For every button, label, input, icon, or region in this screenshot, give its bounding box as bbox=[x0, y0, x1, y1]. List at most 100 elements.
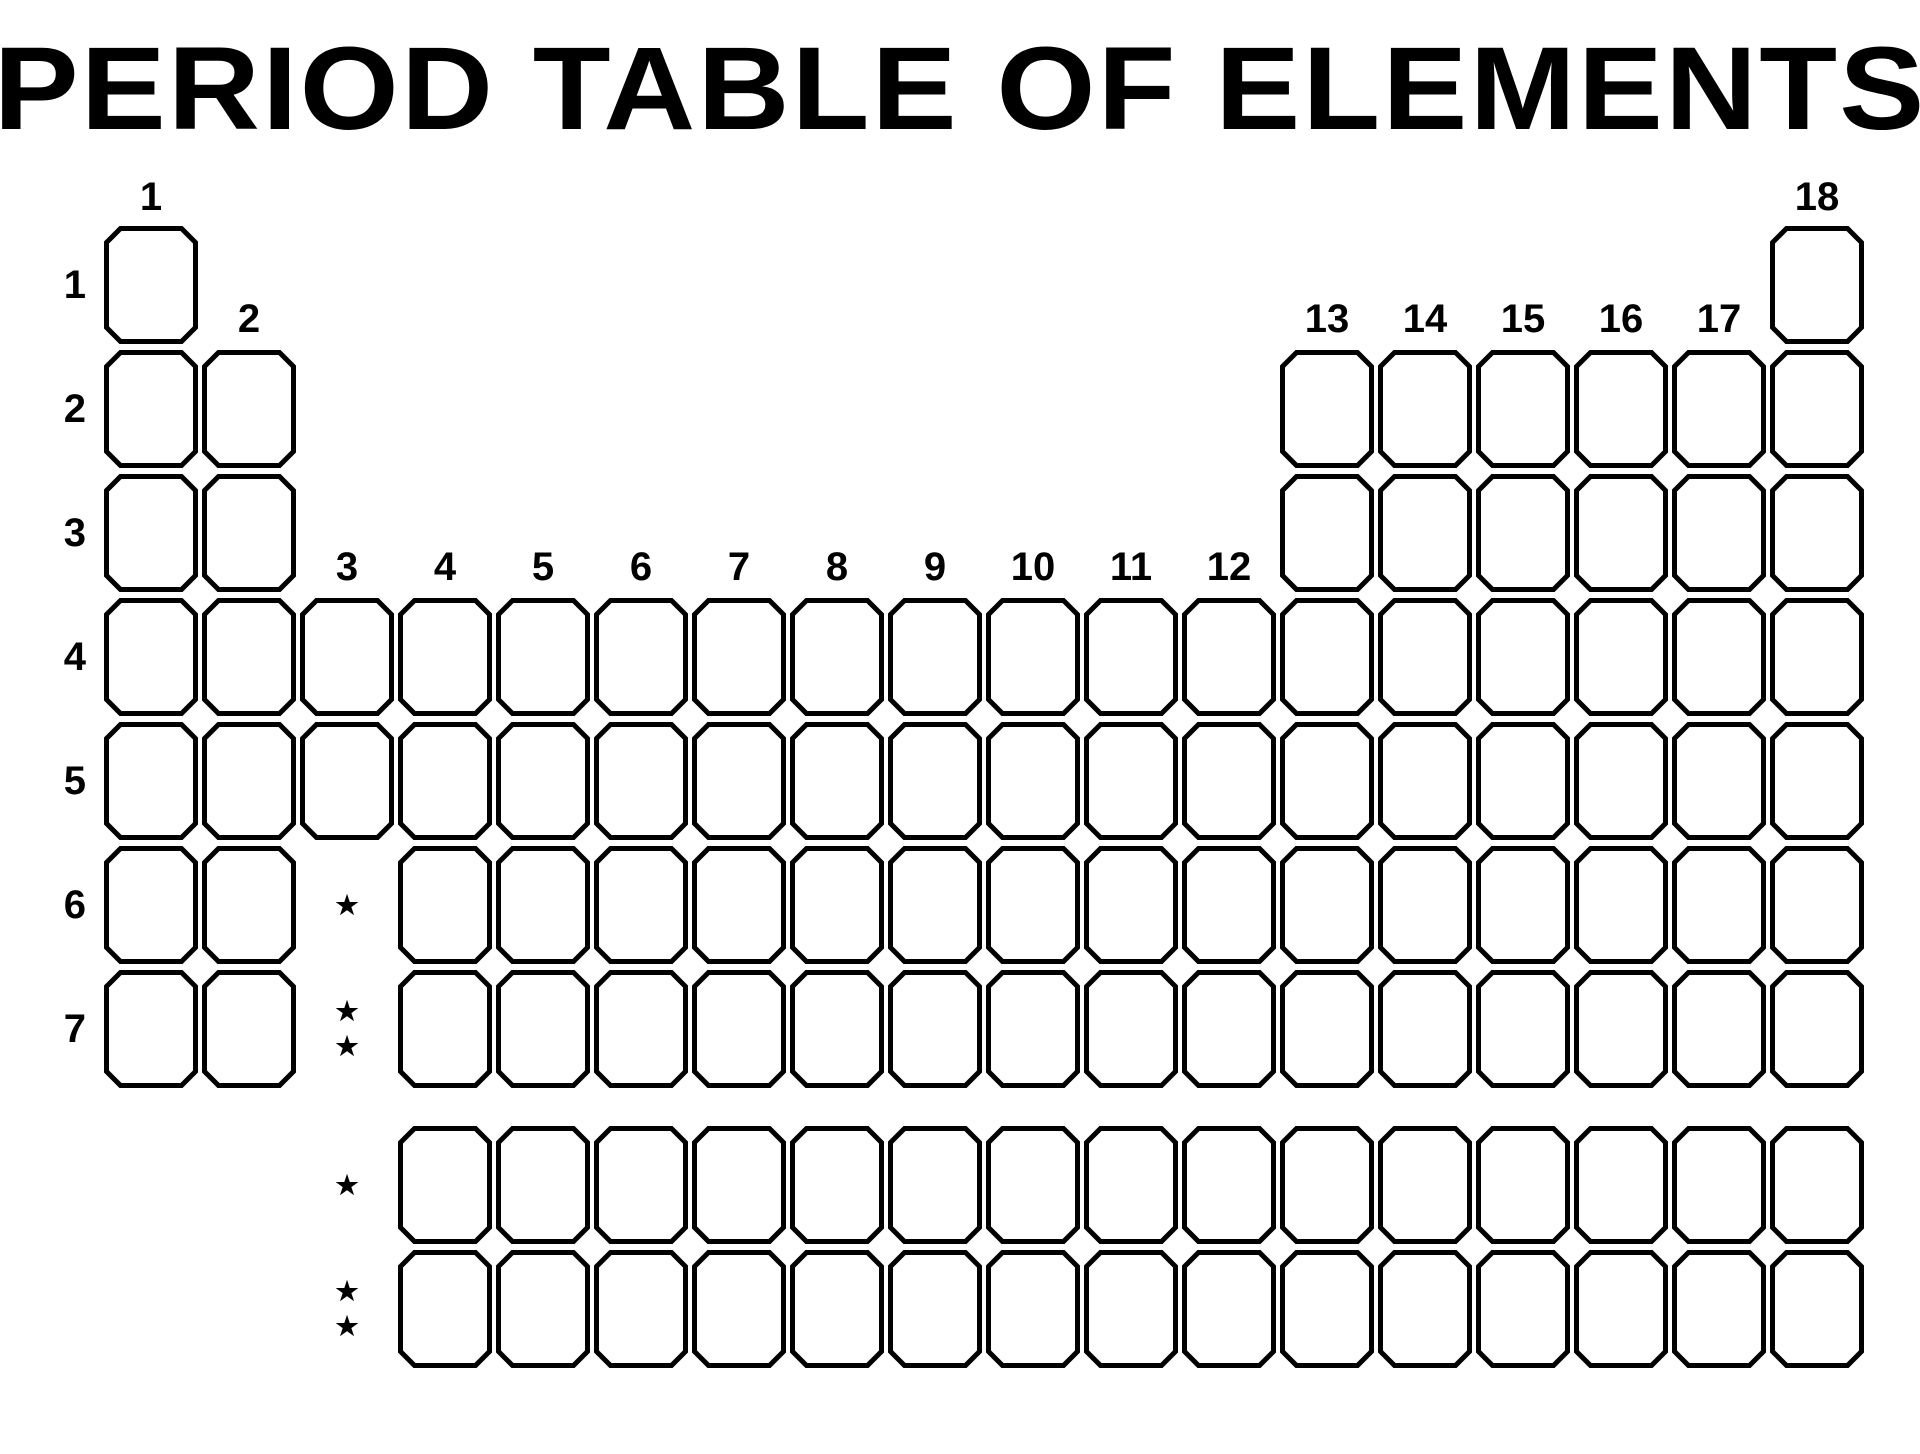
fblock-element-cell bbox=[594, 1250, 688, 1368]
element-cell bbox=[594, 970, 688, 1088]
star-marker: ★ bbox=[300, 846, 394, 964]
element-cell bbox=[202, 970, 296, 1088]
element-cell bbox=[202, 350, 296, 468]
fblock-element-cell bbox=[1378, 1126, 1472, 1244]
element-cell bbox=[496, 598, 590, 716]
fblock-element-cell bbox=[594, 1126, 688, 1244]
fblock-element-cell bbox=[888, 1250, 982, 1368]
fblock-element-cell bbox=[398, 1126, 492, 1244]
fblock-element-cell bbox=[1574, 1126, 1668, 1244]
group-label-7: 7 bbox=[692, 474, 786, 592]
element-cell bbox=[1770, 226, 1864, 344]
fblock-element-cell bbox=[692, 1126, 786, 1244]
period-label-5: 5 bbox=[50, 722, 100, 840]
periodic-table-page: PERIOD TABLE OF ELEMENTS 123456712345678… bbox=[0, 0, 1920, 1454]
period-label-1: 1 bbox=[50, 226, 100, 344]
fblock-element-cell bbox=[1672, 1250, 1766, 1368]
group-label-12: 12 bbox=[1182, 474, 1276, 592]
element-cell bbox=[1770, 970, 1864, 1088]
periodic-table-main: 1234567123456789101112131415161718★★★ bbox=[50, 172, 1870, 1088]
element-cell bbox=[1476, 474, 1570, 592]
element-cell bbox=[1084, 722, 1178, 840]
fblock-element-cell bbox=[1672, 1126, 1766, 1244]
element-cell bbox=[986, 598, 1080, 716]
fblock-element-cell bbox=[398, 1250, 492, 1368]
element-cell bbox=[1574, 474, 1668, 592]
fblock-element-cell bbox=[1084, 1126, 1178, 1244]
element-cell bbox=[1280, 474, 1374, 592]
element-cell bbox=[692, 598, 786, 716]
fblock-element-cell bbox=[1182, 1250, 1276, 1368]
element-cell bbox=[1574, 598, 1668, 716]
element-cell bbox=[1770, 350, 1864, 468]
element-cell bbox=[1770, 722, 1864, 840]
group-label-10: 10 bbox=[986, 474, 1080, 592]
element-cell bbox=[1770, 598, 1864, 716]
group-label-8: 8 bbox=[790, 474, 884, 592]
fblock-element-cell bbox=[1770, 1250, 1864, 1368]
period-label-7: 7 bbox=[50, 970, 100, 1088]
element-cell bbox=[888, 722, 982, 840]
element-cell bbox=[790, 598, 884, 716]
element-cell bbox=[1378, 350, 1472, 468]
element-cell bbox=[1574, 722, 1668, 840]
element-cell bbox=[986, 970, 1080, 1088]
element-cell bbox=[1476, 598, 1570, 716]
group-label-5: 5 bbox=[496, 474, 590, 592]
fblock-element-cell bbox=[986, 1250, 1080, 1368]
element-cell bbox=[986, 846, 1080, 964]
element-cell bbox=[1476, 846, 1570, 964]
fblock-element-cell bbox=[1084, 1250, 1178, 1368]
period-label-2: 2 bbox=[50, 350, 100, 468]
fblock-element-cell bbox=[496, 1250, 590, 1368]
fblock-element-cell bbox=[1476, 1126, 1570, 1244]
element-cell bbox=[594, 846, 688, 964]
page-title: PERIOD TABLE OF ELEMENTS bbox=[0, 30, 1920, 148]
element-cell bbox=[888, 846, 982, 964]
element-cell bbox=[104, 722, 198, 840]
fblock-element-cell bbox=[790, 1250, 884, 1368]
element-cell bbox=[398, 970, 492, 1088]
element-cell bbox=[790, 970, 884, 1088]
element-cell bbox=[790, 722, 884, 840]
element-cell bbox=[1672, 846, 1766, 964]
element-cell bbox=[202, 846, 296, 964]
fblock-element-cell bbox=[1476, 1250, 1570, 1368]
element-cell bbox=[888, 970, 982, 1088]
element-cell bbox=[1378, 970, 1472, 1088]
fblock-star-marker: ★★ bbox=[300, 1250, 394, 1368]
fblock-element-cell bbox=[1770, 1126, 1864, 1244]
fblock-element-cell bbox=[1280, 1250, 1374, 1368]
group-label-11: 11 bbox=[1084, 474, 1178, 592]
group-label-1: 1 bbox=[104, 172, 198, 220]
fblock-star-marker: ★ bbox=[300, 1126, 394, 1244]
element-cell bbox=[1378, 722, 1472, 840]
element-cell bbox=[1280, 350, 1374, 468]
element-cell bbox=[1672, 970, 1766, 1088]
element-cell bbox=[104, 598, 198, 716]
group-label-18: 18 bbox=[1770, 172, 1864, 220]
element-cell bbox=[986, 722, 1080, 840]
element-cell bbox=[692, 722, 786, 840]
group-label-4: 4 bbox=[398, 474, 492, 592]
element-cell bbox=[1476, 970, 1570, 1088]
period-label-3: 3 bbox=[50, 474, 100, 592]
fblock-element-cell bbox=[1280, 1126, 1374, 1244]
element-cell bbox=[1378, 846, 1472, 964]
element-cell bbox=[1574, 970, 1668, 1088]
element-cell bbox=[1770, 474, 1864, 592]
group-label-15: 15 bbox=[1476, 226, 1570, 344]
element-cell bbox=[398, 722, 492, 840]
element-cell bbox=[790, 846, 884, 964]
element-cell bbox=[1672, 722, 1766, 840]
element-cell bbox=[1084, 970, 1178, 1088]
element-cell bbox=[104, 350, 198, 468]
element-cell bbox=[692, 846, 786, 964]
element-cell bbox=[496, 970, 590, 1088]
fblock-element-cell bbox=[1378, 1250, 1472, 1368]
element-cell bbox=[1182, 598, 1276, 716]
group-label-2: 2 bbox=[202, 226, 296, 344]
main-grid-wrap: 1234567123456789101112131415161718★★★ bbox=[50, 172, 1870, 1088]
element-cell bbox=[1378, 474, 1472, 592]
element-cell bbox=[1084, 846, 1178, 964]
